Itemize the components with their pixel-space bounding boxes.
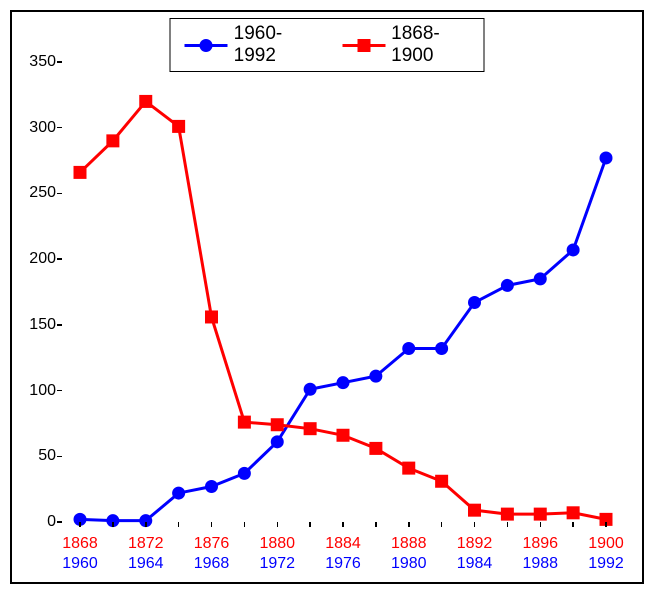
x-axis-label-top: 1900	[588, 534, 624, 554]
series-marker	[468, 504, 481, 517]
legend: 1960-1992 1868-1900	[170, 18, 485, 72]
x-axis-label-bottom: 1968	[194, 554, 230, 574]
legend-label-1: 1960-1992	[234, 23, 312, 67]
x-axis-label-bottom: 1988	[522, 554, 558, 574]
legend-label-2: 1868-1900	[391, 23, 469, 67]
chart-svg	[62, 62, 624, 522]
y-tick	[57, 127, 62, 129]
x-axis-label-group: 18961988	[522, 534, 558, 574]
legend-item-1: 1960-1992	[185, 23, 313, 67]
x-axis-label-top: 1876	[194, 534, 230, 554]
y-tick	[57, 390, 62, 392]
x-axis-label-group: 18841976	[325, 534, 361, 574]
x-axis-label-bottom: 1964	[128, 554, 164, 574]
series-marker	[369, 370, 382, 383]
y-tick	[57, 258, 62, 260]
series-line	[80, 101, 606, 519]
x-axis-label-bottom: 1992	[588, 554, 624, 574]
series-marker	[74, 166, 87, 179]
x-axis-label-bottom: 1984	[457, 554, 493, 574]
series-marker	[435, 342, 448, 355]
series-marker	[106, 134, 119, 147]
x-axis-label-top: 1868	[62, 534, 98, 554]
y-tick	[57, 456, 62, 458]
y-tick	[57, 521, 62, 523]
x-axis-label-group: 18681960	[62, 534, 98, 574]
series-marker	[402, 342, 415, 355]
x-axis: 18681960 18721964 18761968 18801972 18841976…	[62, 526, 624, 574]
x-axis-label-bottom: 1976	[325, 554, 361, 574]
series-marker	[534, 272, 547, 285]
x-axis-label-group: 18761968	[194, 534, 230, 574]
series-marker	[172, 487, 185, 500]
x-axis-label-group: 18801972	[259, 534, 295, 574]
x-axis-label-top: 1884	[325, 534, 361, 554]
series-marker	[205, 310, 218, 323]
x-axis-label-bottom: 1960	[62, 554, 98, 574]
series-marker	[238, 416, 251, 429]
series-marker	[435, 475, 448, 488]
series-marker	[304, 422, 317, 435]
x-axis-label-group: 18921984	[457, 534, 493, 574]
series-marker	[205, 480, 218, 493]
x-axis-label-group: 19001992	[588, 534, 624, 574]
legend-line-2	[342, 44, 385, 47]
series-marker	[468, 296, 481, 309]
series-marker	[534, 508, 547, 521]
x-axis-label-top: 1892	[457, 534, 493, 554]
series-marker	[567, 506, 580, 519]
x-axis-label-group: 18881980	[391, 534, 427, 574]
series-marker	[337, 429, 350, 442]
series-marker	[238, 467, 251, 480]
y-tick	[57, 61, 62, 63]
legend-item-2: 1868-1900	[342, 23, 470, 67]
series-marker	[600, 151, 613, 164]
y-tick	[57, 324, 62, 326]
x-axis-label-bottom: 1972	[259, 554, 295, 574]
plot-area: 050100150200250300350	[62, 62, 624, 522]
y-tick	[57, 193, 62, 195]
series-marker	[501, 279, 514, 292]
x-axis-label-top: 1896	[522, 534, 558, 554]
circle-marker-icon	[200, 39, 213, 52]
x-axis-label-top: 1888	[391, 534, 427, 554]
x-axis-label-top: 1872	[128, 534, 164, 554]
x-axis-label-top: 1880	[259, 534, 295, 554]
x-axis-label-group: 18721964	[128, 534, 164, 574]
series-marker	[271, 435, 284, 448]
legend-line-1	[185, 44, 228, 47]
series-marker	[172, 120, 185, 133]
series-marker	[304, 383, 317, 396]
series-marker	[139, 95, 152, 108]
series-marker	[567, 243, 580, 256]
series-marker	[402, 462, 415, 475]
series-marker	[337, 376, 350, 389]
chart-container: 1960-1992 1868-1900 05010015020025030035…	[10, 10, 644, 584]
series-marker	[501, 508, 514, 521]
x-axis-label-bottom: 1980	[391, 554, 427, 574]
series-marker	[369, 442, 382, 455]
series-line	[80, 158, 606, 521]
square-marker-icon	[357, 39, 370, 52]
series-marker	[271, 418, 284, 431]
